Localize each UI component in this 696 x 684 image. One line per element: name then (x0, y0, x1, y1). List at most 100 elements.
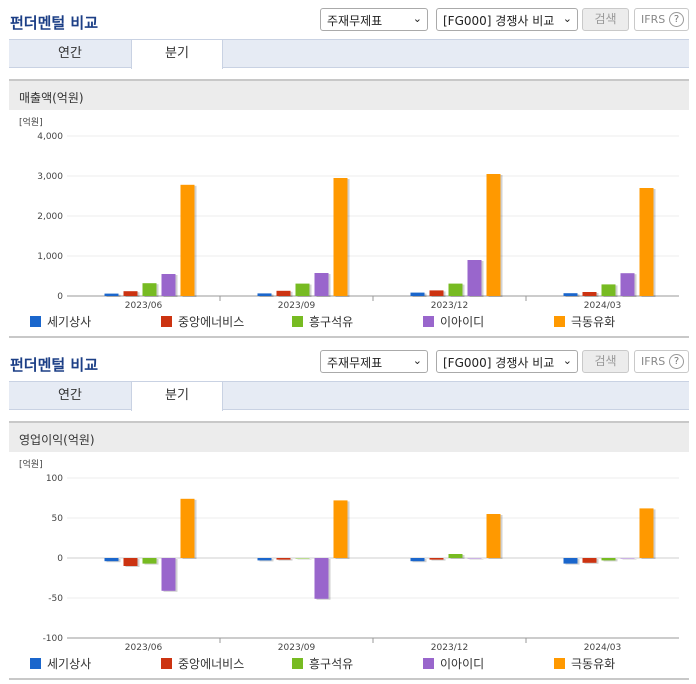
bar (314, 558, 329, 599)
legend-swatch (423, 658, 434, 669)
bar (276, 290, 291, 296)
y-tick-label: 0 (57, 554, 63, 564)
tab-annual[interactable]: 연간 (58, 388, 82, 403)
bar (276, 558, 291, 560)
bar (563, 558, 578, 564)
bar (257, 293, 272, 296)
chart-header: 매출액(억원) (9, 79, 689, 110)
legend-item[interactable]: 세기상사 (30, 313, 91, 330)
bar (123, 291, 138, 296)
tab-quarterly[interactable]: 분기 (131, 382, 223, 411)
ifrs-label: IFRS (641, 355, 666, 368)
legend-label: 이아이디 (440, 657, 485, 671)
x-tick-label: 2023/12 (431, 301, 468, 310)
legend-label: 극동유화 (571, 315, 616, 329)
x-tick-label: 2023/12 (431, 643, 468, 652)
peer-compare-select[interactable]: [FG000] 경쟁사 비교 ⌄ (436, 350, 578, 373)
legend-item[interactable]: 극동유화 (554, 313, 615, 330)
legend-swatch (292, 316, 303, 327)
bar (429, 558, 444, 560)
bar (314, 273, 329, 296)
legend-item[interactable]: 극동유화 (554, 655, 615, 672)
bar (601, 284, 616, 296)
y-tick-label: -50 (48, 594, 63, 604)
legend-item[interactable]: 흥구석유 (292, 313, 353, 330)
panel-title: 펀더멘털 비교 (10, 356, 99, 374)
y-tick-label: 0 (57, 292, 63, 302)
help-icon: ? (669, 12, 684, 27)
chevron-down-icon: ⌄ (562, 12, 572, 25)
tab-quarterly[interactable]: 분기 (131, 40, 223, 69)
x-tick-label: 2024/03 (584, 643, 621, 652)
legend-item[interactable]: 이아이디 (423, 655, 484, 672)
statement-select-value: 주재무제표 (327, 14, 383, 28)
bar (161, 274, 176, 296)
legend-label: 세기상사 (47, 657, 92, 671)
bar-shadow (469, 559, 484, 560)
bar (582, 292, 597, 296)
bar (563, 293, 578, 296)
bar (486, 174, 501, 296)
x-tick-label: 2023/09 (278, 643, 316, 652)
bar (410, 292, 425, 296)
bar (333, 178, 348, 296)
legend-item[interactable]: 세기상사 (30, 655, 91, 672)
bar (601, 558, 616, 561)
y-tick-label: 3,000 (37, 172, 63, 182)
y-tick-label: 4,000 (37, 132, 63, 142)
bar (104, 293, 119, 296)
legend-item[interactable]: 중앙에너비스 (161, 313, 244, 330)
bar-shadow (431, 559, 446, 561)
legend-item[interactable]: 이아이디 (423, 313, 484, 330)
x-tick-label: 2023/06 (125, 643, 163, 652)
bar (467, 260, 482, 296)
y-tick-label: 2,000 (37, 212, 63, 222)
bar (639, 188, 654, 296)
y-tick-label: 100 (46, 474, 63, 484)
period-tabs: 연간 분기 (9, 381, 689, 411)
legend-swatch (423, 316, 434, 327)
bar-shadow (622, 559, 637, 560)
statement-select[interactable]: 주재무제표 ⌄ (320, 8, 428, 31)
legend-item[interactable]: 흥구석유 (292, 655, 353, 672)
bar (142, 283, 157, 296)
search-button[interactable]: 검색 (582, 8, 629, 31)
legend-swatch (161, 316, 172, 327)
legend-swatch (30, 316, 41, 327)
bar (486, 514, 501, 558)
bar (180, 498, 195, 558)
peer-compare-select-value: [FG000] 경쟁사 비교 (443, 356, 555, 370)
bar (123, 558, 138, 566)
chart-legend: 세기상사 중앙에너비스 흥구석유 이아이디 극동유화 (30, 655, 670, 671)
tab-annual[interactable]: 연간 (58, 46, 82, 61)
y-tick-label: -100 (43, 634, 64, 644)
bar (639, 508, 654, 558)
ifrs-help-button[interactable]: IFRS ? (634, 8, 689, 31)
legend-label: 이아이디 (440, 315, 485, 329)
fundamental-panel-operating-profit: 펀더멘털 비교 주재무제표 ⌄ [FG000] 경쟁사 비교 ⌄ 검색 IFRS… (0, 342, 696, 684)
chart-legend: 세기상사 중앙에너비스 흥구석유 이아이디 극동유화 (30, 313, 670, 329)
panel-title: 펀더멘털 비교 (10, 14, 99, 32)
chart-title: 매출액(억원) (19, 91, 84, 105)
y-unit-label: [억원] (19, 116, 43, 128)
ifrs-help-button[interactable]: IFRS ? (634, 350, 689, 373)
legend-swatch (292, 658, 303, 669)
fundamental-panel-sales: 펀더멘털 비교 주재무제표 ⌄ [FG000] 경쟁사 비교 ⌄ 검색 IFRS… (9, 8, 689, 338)
legend-label: 중앙에너비스 (178, 657, 245, 671)
bar (104, 558, 119, 562)
peer-compare-select[interactable]: [FG000] 경쟁사 비교 ⌄ (436, 8, 578, 31)
bar (448, 554, 463, 558)
legend-item[interactable]: 중앙에너비스 (161, 655, 244, 672)
bar (142, 558, 157, 564)
search-button[interactable]: 검색 (582, 350, 629, 373)
bar (410, 558, 425, 562)
legend-swatch (554, 658, 565, 669)
legend-label: 흥구석유 (309, 657, 354, 671)
bar (429, 290, 444, 296)
statement-select[interactable]: 주재무제표 ⌄ (320, 350, 428, 373)
ifrs-label: IFRS (641, 13, 666, 26)
legend-label: 세기상사 (47, 315, 92, 329)
period-tabs: 연간 분기 (9, 39, 689, 69)
bar (333, 500, 348, 558)
sales-bar-chart: [억원] 0 1,000 2,000 3,000 4,000 2023/06 2023/09 2… (19, 116, 679, 310)
